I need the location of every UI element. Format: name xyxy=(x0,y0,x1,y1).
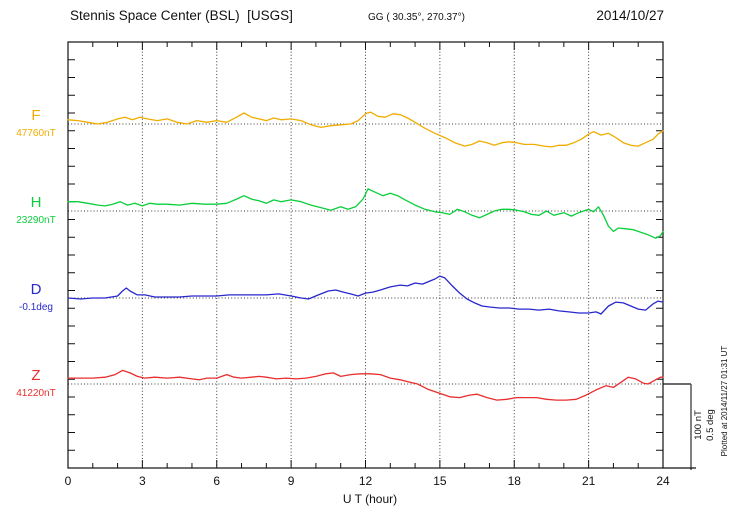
channel-letter-Z: Z xyxy=(31,367,41,384)
x-tick-label-9: 9 xyxy=(287,474,295,488)
x-tick-label-18: 18 xyxy=(507,474,521,488)
channel-label-F: F 47760nT xyxy=(0,108,72,139)
plotted-at-timestamp: Plotted at 2014/11/27 01:31 UT xyxy=(720,345,729,457)
x-tick-label-0: 0 xyxy=(64,474,72,488)
plot-frame xyxy=(67,41,664,469)
channel-reference-value-Z: 41220nT xyxy=(16,388,56,399)
channel-label-D: D -0.1deg xyxy=(0,282,72,313)
x-tick-label-24: 24 xyxy=(656,474,670,488)
station-title: Stennis Space Center (BSL) [USGS] xyxy=(70,8,293,23)
x-axis-title: U T (hour) xyxy=(342,492,398,506)
channel-label-Z: Z 41220nT xyxy=(0,368,72,399)
scale-bar-deg-label: 0.5 deg xyxy=(705,409,716,441)
x-tick-label-6: 6 xyxy=(213,474,221,488)
x-tick-label-15: 15 xyxy=(433,474,447,488)
channel-reference-value-D: -0.1deg xyxy=(19,302,53,313)
channel-letter-F: F xyxy=(31,107,41,124)
scale-bar-nt-label: 100 nT xyxy=(693,410,704,440)
channel-curve-H xyxy=(67,188,664,239)
channel-label-H: H 23290nT xyxy=(0,195,72,226)
channel-reference-value-F: 47760nT xyxy=(16,128,56,139)
channel-letter-D: D xyxy=(30,281,42,298)
x-tick-label-12: 12 xyxy=(358,474,373,488)
scale-bar-labels: 100 nT 0.5 deg xyxy=(693,395,719,455)
geographic-coordinates: GG ( 30.35°, 270.37°) xyxy=(368,12,465,23)
channel-reference-value-H: 23290nT xyxy=(16,215,56,226)
x-tick-label-21: 21 xyxy=(581,474,596,488)
plot-date: 2014/10/27 xyxy=(596,8,664,23)
channel-curve-F xyxy=(67,111,664,148)
channel-curve-Z xyxy=(67,369,664,401)
channel-letter-H: H xyxy=(30,194,42,211)
x-tick-label-3: 3 xyxy=(139,474,146,488)
channel-curve-D xyxy=(67,275,664,315)
